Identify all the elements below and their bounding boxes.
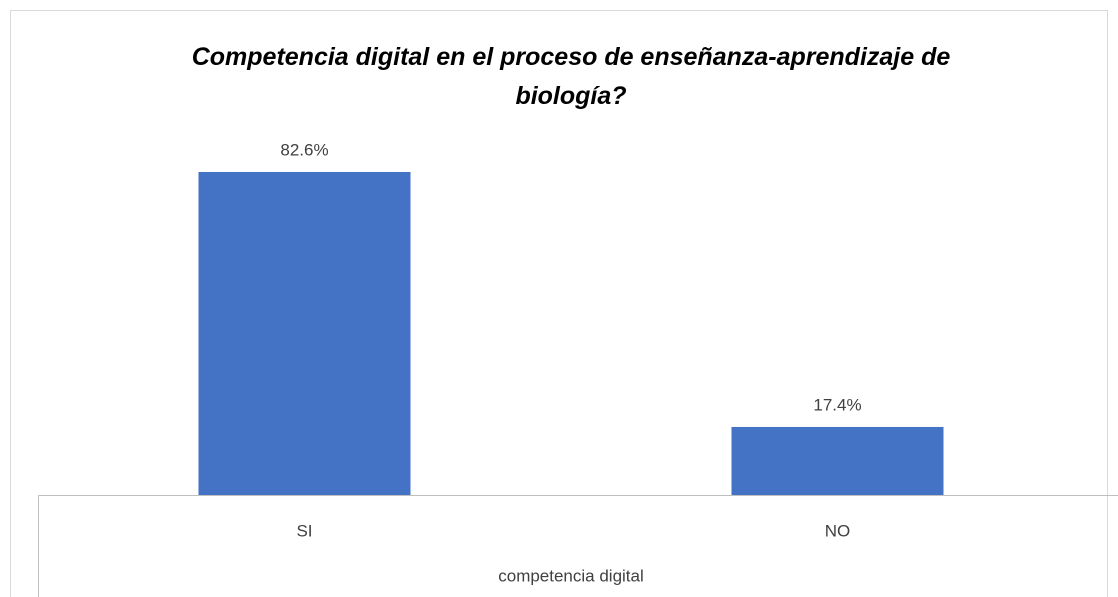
data-label: 82.6% [280,140,328,159]
bar [198,172,411,495]
data-label: 17.4% [813,395,861,414]
chart-border [10,10,1108,597]
bar [731,426,944,495]
x-tick-label: SI [296,521,312,540]
chart-title: Competencia digital en el proceso de ens… [191,43,951,110]
x-tick-label: NO [825,521,851,540]
x-axis-title: competencia digital [498,566,644,585]
